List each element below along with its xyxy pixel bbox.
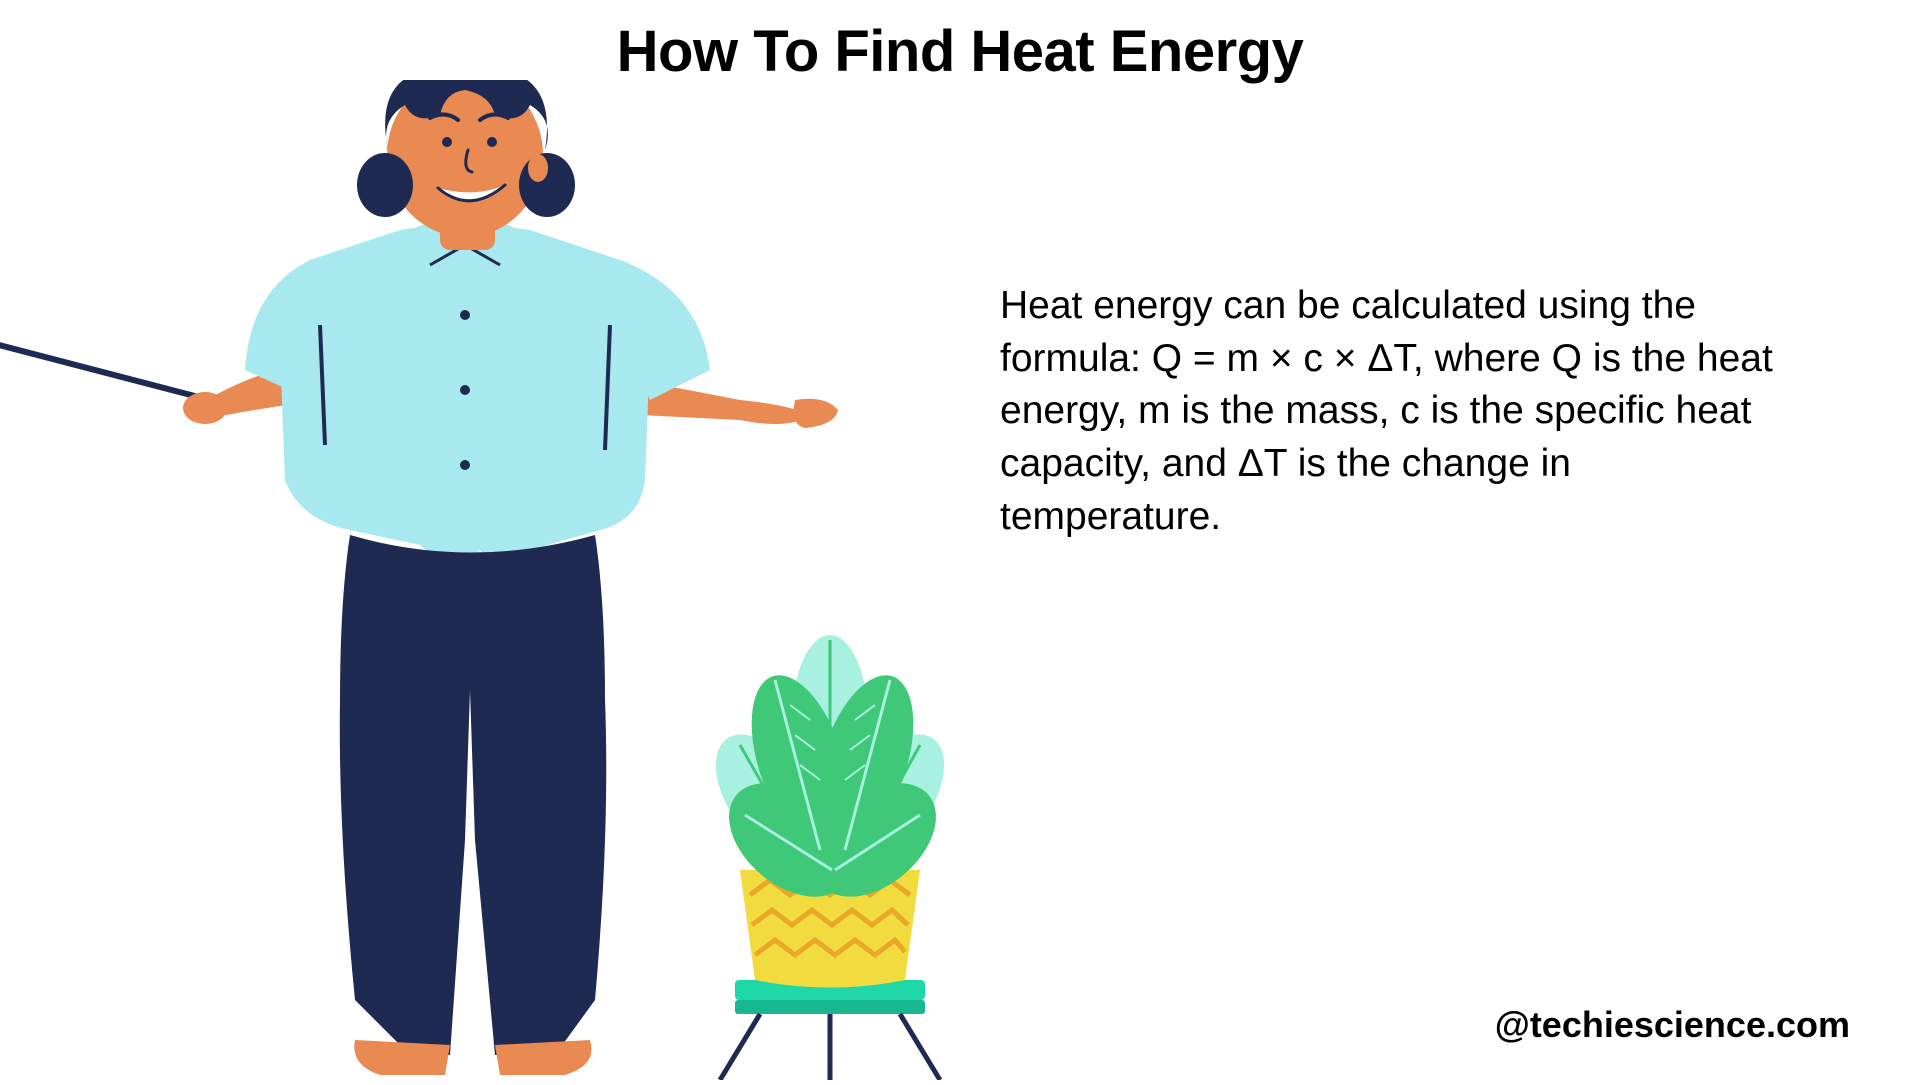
attribution: @techiescience.com	[1495, 1004, 1850, 1046]
page-title: How To Find Heat Energy	[0, 18, 1920, 85]
illustration	[0, 80, 960, 1080]
teacher-and-plant-svg	[0, 80, 960, 1080]
explanation-text: Heat energy can be calculated using the …	[1000, 280, 1780, 543]
